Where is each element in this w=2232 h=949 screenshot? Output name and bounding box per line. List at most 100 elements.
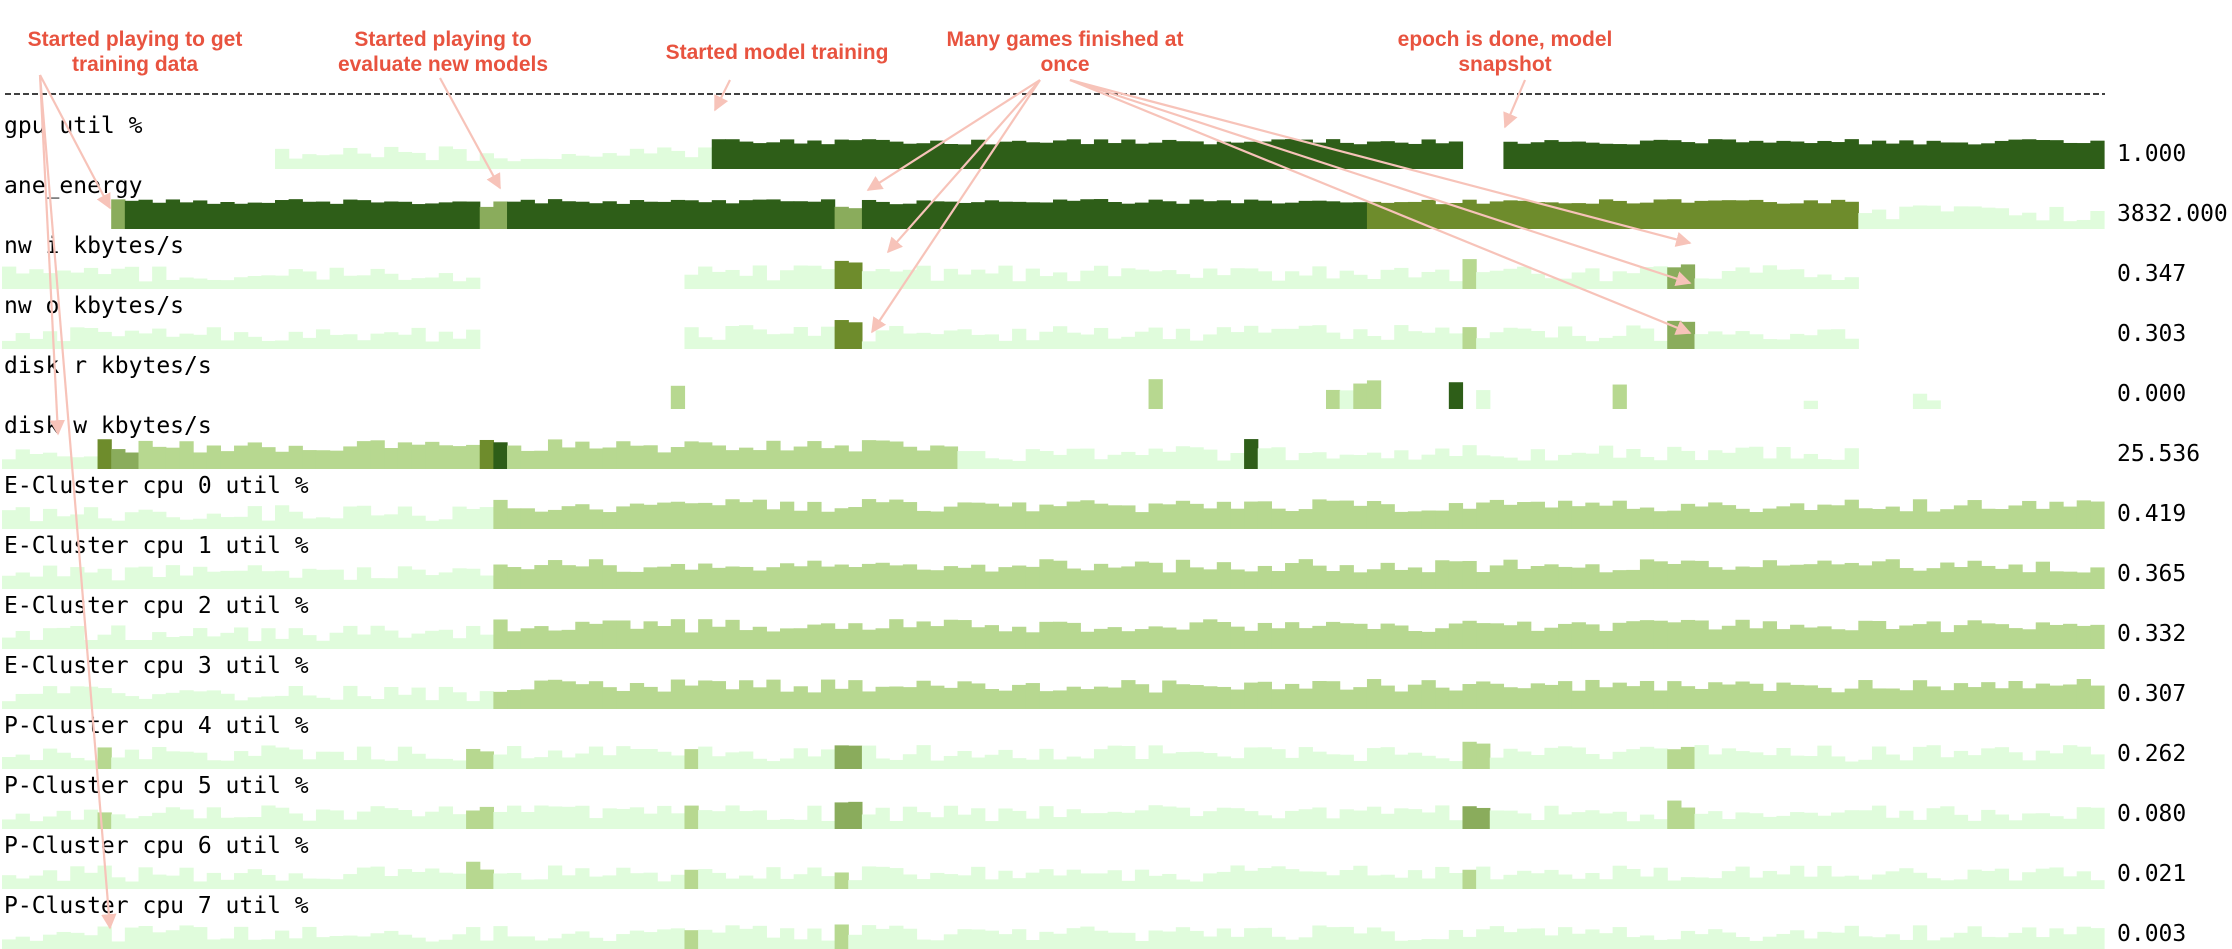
heatmap-cell — [1994, 568, 2010, 589]
heatmap-cell — [902, 687, 918, 709]
heatmap-cell — [889, 619, 904, 649]
heatmap-cell — [1148, 805, 1163, 829]
heatmap-cell — [1776, 203, 1791, 229]
heatmap-cell — [943, 330, 959, 349]
heatmap-cell — [1831, 756, 1846, 769]
heatmap-cell — [1271, 447, 1286, 469]
heatmap-cell — [2049, 206, 2064, 229]
heatmap-cell — [220, 693, 235, 709]
heatmap-cell — [998, 459, 1013, 469]
heatmap-cell — [261, 696, 276, 709]
heatmap-cell — [1407, 631, 1423, 649]
heatmap-cell — [1803, 876, 1818, 889]
heatmap-cell — [1489, 332, 1505, 349]
heatmap-cell — [2090, 880, 2105, 889]
heatmap-cell — [698, 202, 713, 229]
heatmap-cell — [288, 686, 303, 709]
heatmap-cell — [984, 930, 999, 949]
heatmap-cell — [1598, 813, 1614, 829]
heatmap-cell — [1749, 567, 1764, 589]
heatmap-cell — [152, 328, 167, 349]
heatmap-cell — [1148, 448, 1163, 469]
heatmap-cell — [1544, 627, 1559, 649]
heatmap-cell — [1271, 866, 1286, 889]
heatmap-cell — [247, 641, 262, 649]
heatmap-cell — [274, 695, 290, 709]
heatmap-cell — [165, 692, 181, 709]
heatmap-cell — [1093, 749, 1109, 769]
heatmap-cell — [1339, 338, 1354, 349]
heatmap-cell — [1257, 271, 1272, 289]
heatmap-cell — [247, 697, 262, 709]
heatmap-cell — [1203, 449, 1218, 469]
annotation-epoch-done: epoch is done, model snapshot — [1398, 28, 1613, 76]
heatmap-cell — [1708, 682, 1723, 709]
heatmap-cell — [1353, 687, 1368, 709]
heatmap-cell — [1121, 139, 1136, 169]
heatmap-cell — [534, 879, 549, 889]
heatmap-cell — [1298, 509, 1313, 529]
heatmap-cell — [466, 701, 481, 709]
heatmap-cell — [616, 808, 631, 829]
heatmap-cell — [1762, 690, 1778, 709]
heatmap-cell — [780, 501, 795, 529]
heatmap-cell — [1380, 813, 1395, 829]
heatmap-cell — [329, 450, 344, 469]
heatmap-cell — [42, 331, 58, 349]
heatmap-cell — [152, 576, 167, 589]
heatmap-cell — [725, 326, 740, 349]
heatmap-cell — [1039, 331, 1054, 349]
heatmap-cell — [1967, 820, 1982, 829]
heatmap-cell — [861, 814, 877, 829]
heatmap-cell — [1721, 270, 1737, 289]
heatmap-cell — [807, 867, 822, 889]
heatmap-cell — [2063, 934, 2078, 949]
heatmap-cell — [588, 937, 604, 949]
heatmap-cell — [1558, 326, 1573, 349]
heatmap-cell — [1885, 754, 1900, 769]
heatmap-cell — [547, 865, 563, 889]
heatmap-cell — [152, 932, 167, 949]
row-value: 0.000 — [2117, 381, 2186, 407]
heatmap-cell — [2008, 564, 2023, 589]
heatmap-cell — [70, 327, 85, 349]
heatmap-cell — [984, 879, 999, 889]
heatmap-cell — [1530, 273, 1545, 289]
heatmap-cell — [916, 569, 931, 589]
heatmap-cell — [1216, 686, 1232, 709]
heatmap-cell — [2022, 500, 2037, 529]
heatmap-cell — [930, 872, 945, 889]
heatmap-cell — [739, 566, 754, 589]
heatmap-cell — [1421, 332, 1436, 349]
heatmap-cell — [384, 808, 399, 829]
heatmap-cell — [1012, 281, 1027, 289]
heatmap-cell — [1899, 868, 1914, 889]
heatmap-cell — [343, 275, 358, 289]
heatmap-cell — [124, 200, 140, 229]
heatmap-cell — [1216, 200, 1232, 229]
heatmap-cell — [1175, 927, 1191, 949]
heatmap-cell — [2076, 871, 2091, 889]
heatmap-cell — [1285, 683, 1300, 709]
heatmap-cell — [452, 281, 467, 289]
row-value: 0.347 — [2117, 261, 2186, 287]
heatmap-cell — [220, 570, 235, 589]
heatmap-cell — [302, 201, 317, 229]
heatmap-cell — [29, 940, 44, 949]
heatmap-cell — [384, 332, 399, 349]
heatmap-cell — [343, 760, 358, 769]
annotation-arrow — [1069, 78, 1692, 287]
heatmap-cell — [2035, 750, 2050, 769]
heatmap-cell — [616, 690, 631, 709]
heatmap-cell — [1831, 692, 1846, 709]
heatmap-cell — [1366, 335, 1382, 349]
heatmap-cell — [943, 755, 959, 769]
heatmap-cell — [29, 760, 44, 769]
heatmap-cell — [1653, 939, 1668, 949]
heatmap-cell — [602, 201, 617, 229]
heatmap-cell — [1912, 746, 1928, 769]
heatmap-cell — [1407, 752, 1423, 769]
heatmap-cell — [1230, 689, 1245, 709]
heatmap-cell — [534, 203, 549, 229]
heatmap-cell — [1053, 199, 1068, 229]
